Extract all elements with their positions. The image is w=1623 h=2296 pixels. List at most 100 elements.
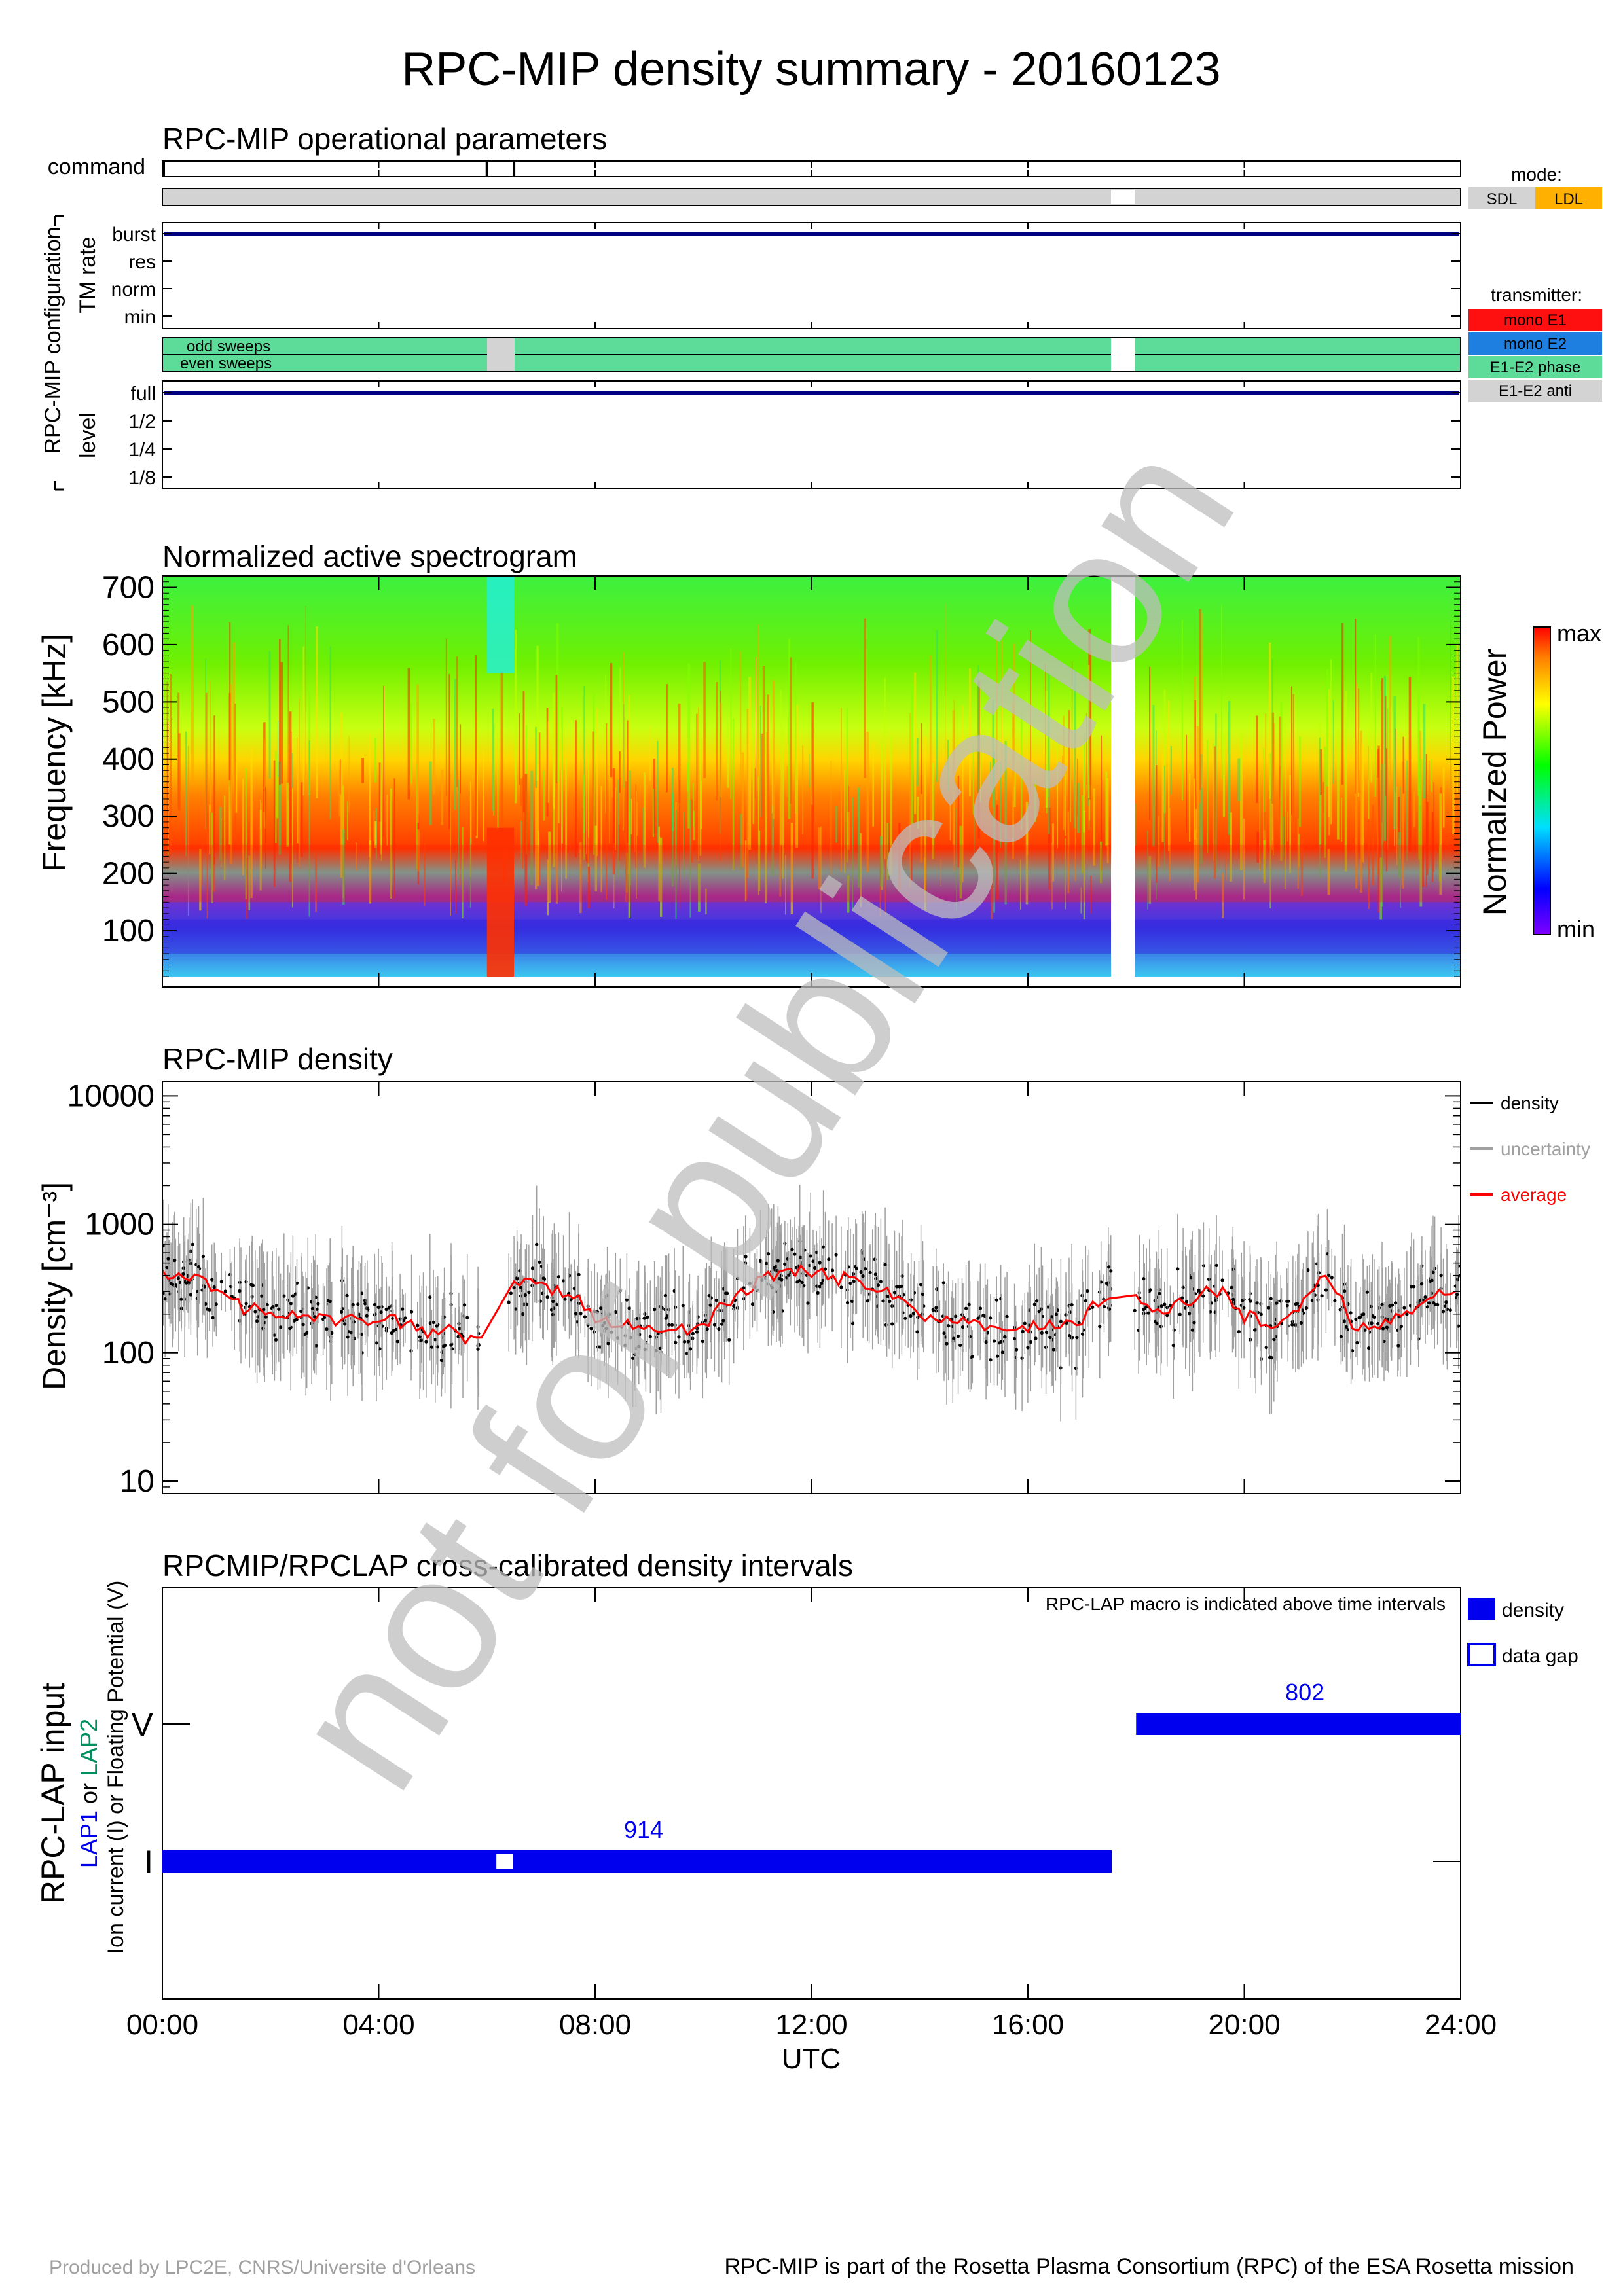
spectrogram-streak	[497, 728, 499, 831]
density-point	[387, 1306, 391, 1310]
density-point	[262, 1308, 266, 1312]
spectrogram-ytick-label: 200	[102, 857, 155, 891]
transmitter-legend-item: E1-E2 phase	[1490, 359, 1581, 376]
density-point	[295, 1318, 299, 1321]
spectrogram-streak	[771, 740, 773, 814]
time-tick-label: 04:00	[342, 2009, 414, 2041]
spectrogram-streak	[1221, 604, 1222, 779]
spectrogram-streak	[675, 810, 677, 919]
spectrogram-streak	[575, 720, 577, 857]
lap1-label: LAP1	[75, 1810, 102, 1868]
spectrogram-streak	[956, 808, 957, 912]
spectrogram-streak	[1263, 830, 1266, 884]
density-point	[1176, 1267, 1180, 1271]
density-point	[208, 1308, 211, 1312]
density-point	[1299, 1321, 1304, 1325]
spectrogram-streak	[811, 702, 814, 879]
spectrogram-streak	[1148, 856, 1152, 904]
density-point	[403, 1316, 407, 1320]
density-point	[340, 1310, 344, 1314]
density-point	[1075, 1336, 1079, 1340]
spectrogram-streak	[1156, 765, 1158, 883]
density-point	[384, 1308, 388, 1312]
density-point	[1188, 1312, 1192, 1316]
lap-ylabel-sub: Ion current (I) or Floating Potential (V…	[103, 1581, 128, 1954]
spectrogram-streak	[920, 793, 923, 863]
spectrogram-streak	[1065, 774, 1066, 836]
density-point	[599, 1306, 603, 1310]
density-point	[818, 1285, 822, 1289]
density-point	[1324, 1288, 1328, 1292]
density-point	[416, 1323, 420, 1327]
lap2-label: LAP2	[75, 1719, 102, 1776]
density-point	[1417, 1337, 1421, 1341]
spectrogram-streak	[524, 774, 528, 906]
density-point	[1412, 1285, 1416, 1289]
spectrogram-streak	[555, 675, 558, 854]
density-point	[978, 1306, 983, 1310]
spectrogram-streak	[445, 638, 447, 797]
colorbar-max: max	[1557, 620, 1601, 647]
lap-ytick-label: I	[144, 1844, 153, 1880]
spectrogram-streak	[1080, 887, 1082, 914]
density-point	[1333, 1299, 1337, 1302]
spectrogram-streak	[1374, 634, 1376, 797]
density-point	[802, 1284, 806, 1288]
density-point	[1172, 1328, 1176, 1332]
density-point	[575, 1320, 579, 1324]
spectrogram-streak	[754, 768, 756, 799]
density-point	[705, 1327, 709, 1331]
density-point	[1455, 1293, 1459, 1297]
density-point	[259, 1294, 263, 1298]
spectrogram-streak	[666, 684, 668, 793]
spectrogram-streak	[1181, 620, 1183, 801]
spectrogram-streak	[990, 761, 991, 787]
spectrogram-streak	[1381, 678, 1383, 823]
lap-legend-gap-swatch	[1467, 1643, 1496, 1666]
density-point	[238, 1289, 242, 1293]
spectrogram-ytick-label: 400	[102, 742, 155, 777]
level-box	[162, 380, 1461, 489]
lap-y-axis: VI	[132, 1706, 1461, 1880]
spectrogram-streak	[757, 776, 759, 895]
spectrogram-streak	[890, 735, 892, 875]
density-point	[1306, 1268, 1310, 1272]
spectrogram-streak	[460, 724, 462, 794]
density-point	[179, 1297, 183, 1301]
tm-rate-label: TM rate	[75, 236, 100, 313]
spectrogram-streak	[820, 826, 822, 913]
density-point	[1327, 1273, 1331, 1277]
spectrogram-streak	[279, 639, 281, 785]
spectrogram-streak	[583, 774, 585, 860]
spectrogram-streak	[830, 761, 832, 876]
density-ytick-label: 100	[102, 1336, 155, 1371]
spectrogram-streak	[772, 680, 775, 819]
transmitter-legend-item: mono E2	[1504, 335, 1567, 353]
spectrogram-streak	[232, 642, 235, 781]
density-point	[346, 1335, 350, 1339]
density-point	[1396, 1344, 1400, 1348]
density-point	[1268, 1355, 1272, 1359]
spectrogram-event-column	[486, 827, 515, 977]
density-point	[572, 1287, 576, 1291]
tm-rate-level-label: norm	[111, 279, 156, 300]
density-point	[458, 1327, 462, 1331]
density-point	[822, 1245, 826, 1249]
density-point	[1165, 1314, 1169, 1318]
density-point	[714, 1299, 718, 1302]
density-point	[1023, 1321, 1027, 1325]
sweep-gray-interval	[487, 338, 515, 371]
density-point	[1423, 1295, 1427, 1299]
density-point	[681, 1304, 685, 1308]
density-point	[945, 1342, 949, 1346]
density-point	[854, 1266, 859, 1271]
density-point	[1441, 1310, 1446, 1314]
density-point	[185, 1281, 189, 1285]
spectrogram-streak	[1189, 773, 1191, 842]
density-point	[519, 1285, 523, 1289]
spectrogram-streak	[1197, 726, 1199, 883]
density-point	[632, 1352, 637, 1356]
density-point	[343, 1322, 347, 1326]
spectrogram-streak	[785, 855, 786, 915]
density-point	[818, 1261, 822, 1265]
